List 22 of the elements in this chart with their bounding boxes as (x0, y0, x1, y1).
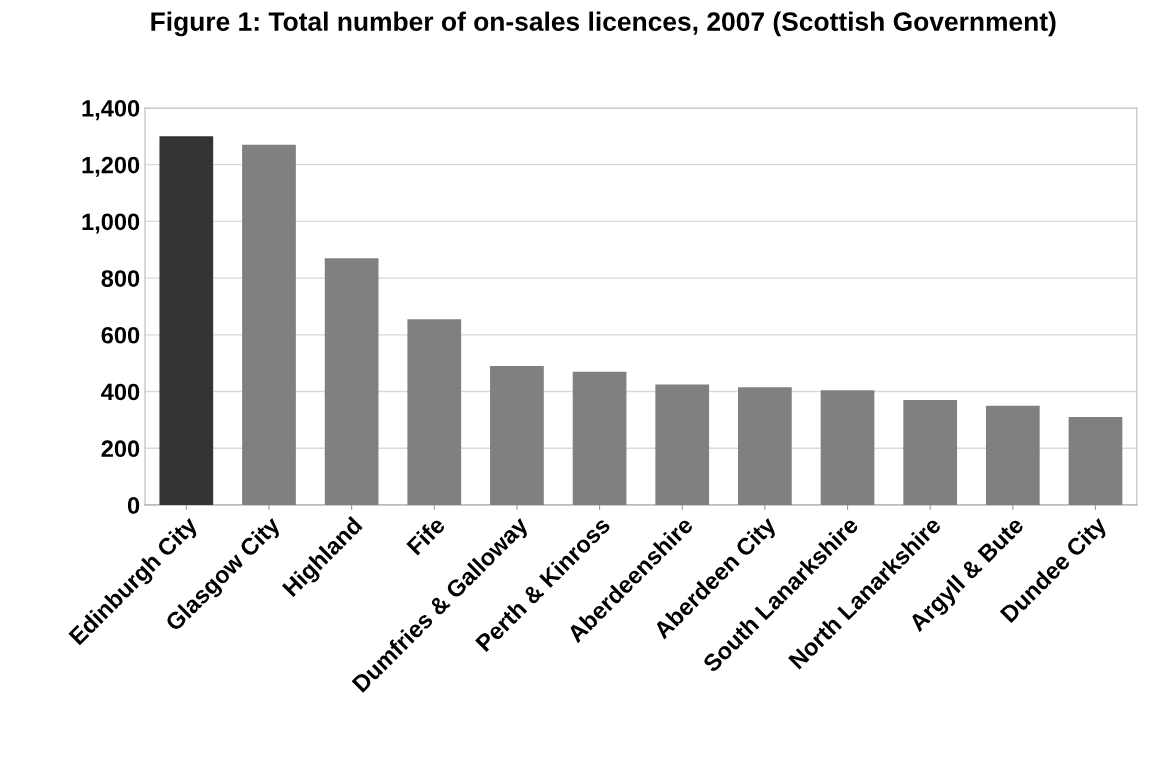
y-tick-label: 200 (101, 440, 140, 458)
bar (820, 390, 875, 506)
bar (242, 144, 296, 506)
bar (324, 258, 379, 506)
y-tick-label: 1,000 (82, 213, 140, 234)
bar (655, 384, 710, 506)
chart-title: Figure 1: Total number of on-sales licences, 2007 (Scottish Government) (151, 11, 1056, 37)
bar (985, 405, 1040, 506)
bar (159, 136, 214, 506)
bar (1068, 417, 1123, 506)
y-tick-label: 1,200 (82, 156, 140, 177)
bar (903, 400, 958, 506)
bar (490, 366, 544, 506)
bar (572, 371, 627, 506)
y-tick-label: 600 (101, 326, 140, 344)
y-tick-label: 1,400 (82, 100, 140, 121)
bar (407, 319, 462, 506)
y-tick-label: 0 (127, 497, 140, 514)
y-tick-label: 800 (101, 270, 140, 287)
y-tick-label: 400 (101, 383, 140, 401)
x-tick-label: Fife (405, 515, 446, 556)
bar (738, 387, 792, 506)
